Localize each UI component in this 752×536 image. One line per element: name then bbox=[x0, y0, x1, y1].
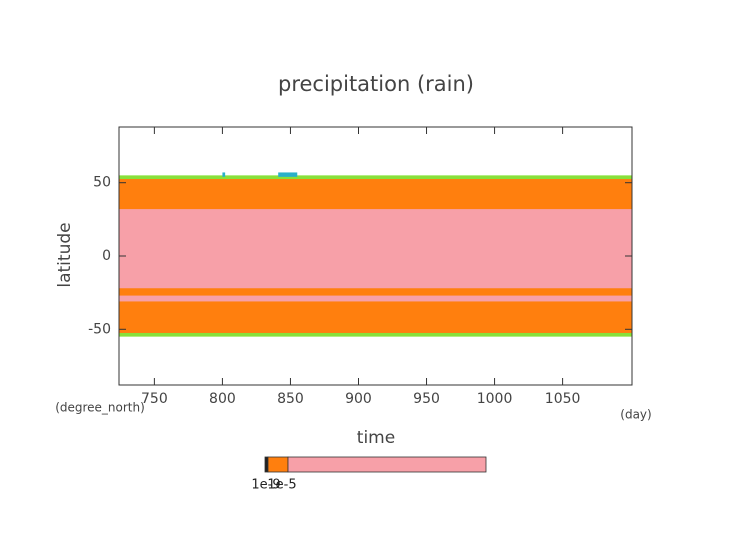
lat-band bbox=[119, 295, 632, 302]
spot bbox=[222, 172, 226, 177]
chart-title: precipitation (rain) bbox=[278, 72, 474, 96]
colorbar-swatch bbox=[264, 456, 269, 473]
colorbar-swatch bbox=[287, 456, 487, 473]
spot bbox=[278, 172, 298, 177]
plot-area bbox=[119, 172, 632, 337]
lat-band bbox=[119, 209, 632, 289]
x-tick-label: 900 bbox=[345, 391, 372, 407]
x-tick-label: 1050 bbox=[545, 391, 581, 407]
x-tick-label: 950 bbox=[413, 391, 440, 407]
y-tick-label: 50 bbox=[93, 175, 111, 191]
colorbar-label: 1e-9 bbox=[251, 478, 280, 493]
y-tick-label: 0 bbox=[102, 248, 111, 264]
colorbar-label: 1e-5 bbox=[267, 478, 296, 493]
y-unit: (degree_north) bbox=[55, 401, 145, 415]
x-tick-label: 850 bbox=[277, 391, 304, 407]
y-tick-label: -50 bbox=[88, 321, 111, 337]
x-tick-label: 800 bbox=[209, 391, 236, 407]
x-tick-label: 750 bbox=[141, 391, 168, 407]
x-axis-label: time bbox=[357, 428, 395, 448]
x-tick-label: 1000 bbox=[477, 391, 513, 407]
y-axis-label: latitude bbox=[55, 222, 75, 287]
x-unit: (day) bbox=[620, 408, 651, 422]
colorbar-swatch bbox=[267, 456, 289, 473]
